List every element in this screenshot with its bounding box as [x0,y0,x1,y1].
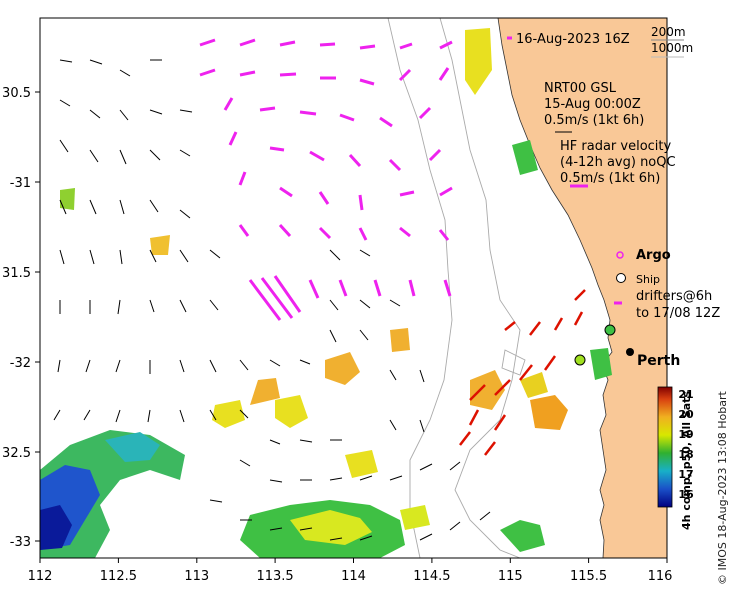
colorbar-title: 4h comp, p50, All Sats [680,391,693,530]
y-axis [35,91,40,542]
colorbar [657,386,673,508]
wind-time: 15-Aug 00:00Z [544,97,641,112]
isobath-1000m-label: 1000m [651,41,693,55]
hf-averaging: (4-12h avg) noQC [560,155,676,170]
isobath-200m [439,18,521,558]
ship-label: Ship [636,273,660,286]
isobath-200m-label: 200m [651,25,686,39]
drifter-marker [604,324,616,336]
colorbar-tick: 18 [678,448,693,461]
x-tick-label: 116 [648,569,673,584]
drifter-marker [574,354,586,366]
drifter-label: drifters@6h [636,289,712,304]
wind-source: NRT00 GSL [544,81,617,96]
hf-radar-vectors-red [459,289,586,456]
y-tick-label: 31.5 [2,266,31,281]
drifter-label-end: to 17/08 12Z [636,306,720,321]
perth-marker [626,348,634,356]
y-tick-label: -31 [10,176,31,191]
hf-radar-vectors [199,38,453,321]
city-label: Perth [637,353,680,369]
colorbar-tick: 16 [678,488,694,501]
y-tick-label: -32 [10,356,31,371]
wind-scale: 0.5m/s (1kt 6h) [544,113,644,128]
colorbar-tick: 17 [678,468,693,481]
hf-title: HF radar velocity [560,139,672,154]
x-tick-label: 113 [184,569,209,584]
x-axis [39,558,668,563]
x-tick-label: 112 [28,569,53,584]
colorbar-tick: 21 [678,388,693,401]
x-tick-label: 113.5 [256,569,293,584]
x-tick-label: 112.5 [100,569,137,584]
ship-icon [616,273,626,283]
x-tick-label: 114 [341,569,366,584]
y-tick-label: -33 [10,535,31,550]
argo-label: Argo [636,248,671,263]
x-tick-label: 115.5 [570,569,607,584]
map-date: 16-Aug-2023 16Z [516,32,630,47]
hf-scale: 0.5m/s (1kt 6h) [560,171,660,186]
sst-patches [40,28,612,558]
argo-icon [616,251,624,259]
colorbar-tick: 20 [678,408,694,421]
y-tick-label: 30.5 [2,86,31,101]
wind-arrows [53,59,491,541]
x-tick-label: 114.5 [413,569,450,584]
y-tick-label: 32.5 [2,446,31,461]
credit-line: © IMOS 18-Aug-2023 13:08 Hobart [716,391,729,585]
x-tick-label: 115 [498,569,523,584]
colorbar-tick: 19 [678,428,693,441]
island-rottnest [501,349,526,376]
